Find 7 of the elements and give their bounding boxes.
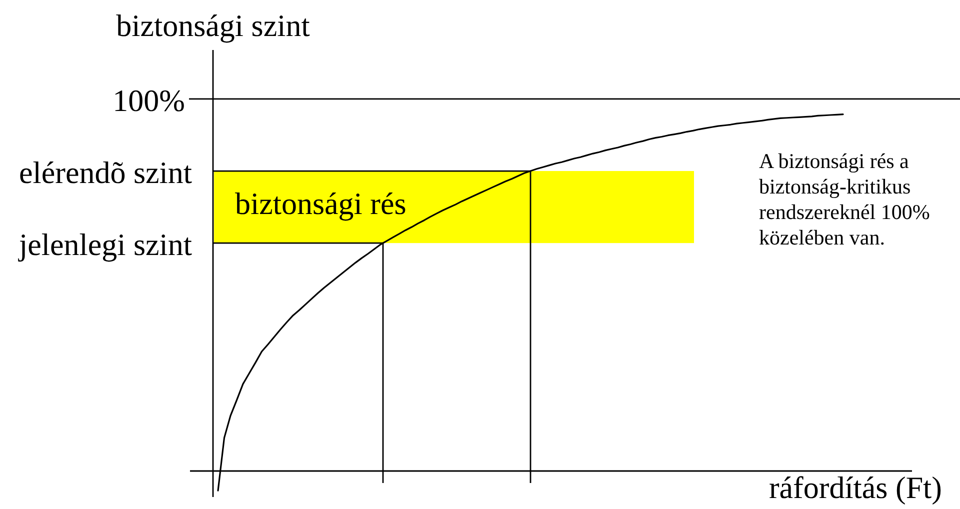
ref-line-label: jelenlegi szint: [18, 227, 192, 262]
band-label: biztonsági rés: [235, 186, 406, 222]
annotation: A biztonsági rés a biztonság-kritikus rendszereknél 100% közelében van.: [759, 149, 930, 250]
ref-line-label: elérendõ szint: [18, 155, 192, 190]
text: 100%: [112, 82, 185, 118]
x-axis-title: ráfordítás (Ft): [768, 470, 942, 505]
y-axis-title: biztonsági szint: [116, 8, 310, 43]
